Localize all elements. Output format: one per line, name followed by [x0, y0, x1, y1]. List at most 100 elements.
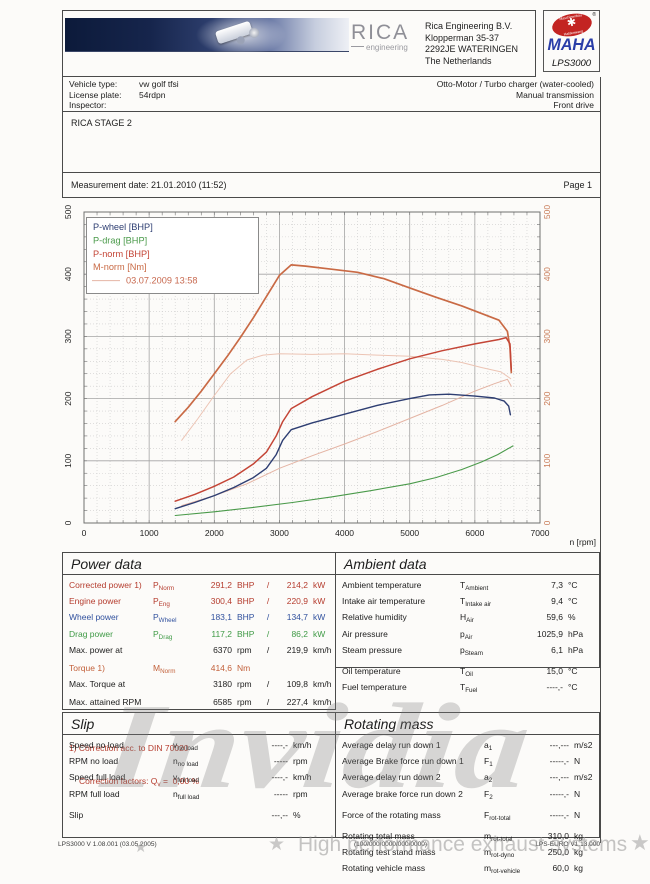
row-unit: m/s2	[574, 772, 593, 783]
row-value: -----,-	[549, 809, 569, 820]
row-value: -----,-	[549, 788, 569, 799]
row-value-1: 6585	[213, 697, 232, 708]
row-label: RPM full load	[69, 788, 120, 799]
dyno-roller-icon	[214, 20, 253, 45]
svg-text:4000: 4000	[335, 528, 354, 538]
svg-text:300: 300	[542, 329, 552, 343]
row-symbol	[173, 809, 239, 822]
row-label: Average Brake force run down 1	[342, 756, 464, 767]
row-value: 60,0	[552, 863, 569, 874]
row-unit: %	[293, 809, 301, 820]
address-line: The Netherlands	[425, 55, 492, 66]
vehicle-field-value: vw golf tfsi	[139, 79, 179, 89]
measurement-date-bar: Measurement date: 21.01.2010 (11:52) Pag…	[62, 172, 600, 198]
row-label: Ambient temperature	[342, 580, 422, 590]
row-symbol: F1	[484, 756, 493, 769]
row-unit: kg	[574, 831, 583, 842]
row-unit: °C	[568, 666, 578, 677]
ambient-data-section: Ambient data Ambient temperature TAmbien…	[336, 552, 600, 694]
power-data-section: Power data Corrected power 1) PNorm 291,…	[62, 552, 336, 788]
row-unit: °C	[568, 682, 578, 693]
maha-seal-icon: Maschinenbau ✱ Haldenwang	[550, 10, 594, 40]
row-symbol: PNorm	[153, 580, 175, 592]
svg-text:n [rpm]: n [rpm]	[570, 537, 596, 547]
power-data-row: Drag power PDrag 117,2 BHP / 86,2 kW	[69, 628, 335, 644]
svg-text:03.07.2009 13:58: 03.07.2009 13:58	[126, 276, 198, 286]
row-label: Rotating test stand mass	[342, 847, 436, 858]
row-symbol: nfull load	[173, 788, 200, 801]
stage-label: RICA STAGE 2	[71, 118, 132, 128]
chart-area: 0 1000 2000 3000 4000 5000 6000 7000 0 0 100 100 200…	[62, 198, 600, 552]
row-symbol: mrot-total	[484, 831, 513, 844]
address-line: 2292JE WATERINGEN	[425, 44, 519, 54]
row-symbol: vfull load	[173, 772, 199, 785]
address-line: Rica Engineering B.V.	[425, 21, 513, 31]
row-unit-1: rpm	[237, 697, 252, 708]
svg-text:500: 500	[542, 205, 552, 219]
svg-text:400: 400	[542, 267, 552, 281]
slip-title: Slip	[63, 713, 335, 735]
row-label: Corrected power 1)	[69, 580, 142, 590]
slip-row: RPM full load nfull load ----- rpm	[69, 788, 335, 804]
rotating-mass-row: Rotating test stand mass mrot-dyno 250,0…	[342, 846, 599, 862]
row-label: Drag power	[69, 628, 113, 639]
row-label: Engine power	[69, 596, 121, 607]
row-value: 59,6	[546, 612, 563, 623]
row-symbol: PDrag	[153, 628, 173, 641]
row-value-1: 183,1	[210, 612, 232, 623]
row-symbol	[153, 696, 197, 709]
row-value-2: 219,9	[286, 644, 308, 655]
row-separator: /	[266, 580, 270, 590]
ambient-data-row: Ambient temperature TAmbient 7,3 °C	[342, 579, 599, 595]
row-value-2: 220,9	[286, 596, 308, 607]
maha-logo-box: Maschinenbau ✱ Haldenwang ® MAHA LPS3000	[543, 10, 600, 72]
vehicle-field-label: License plate:	[69, 89, 122, 100]
row-value-2: 109,8	[286, 679, 308, 690]
row-label: RPM no load	[69, 756, 119, 767]
engine-info-line: Manual transmission	[516, 89, 594, 100]
row-symbol	[153, 644, 197, 657]
power-data-row: Corrected power 1) PNorm 291,2 BHP / 214…	[69, 579, 335, 595]
vehicle-field-row: Vehicle type: vw golf tfsi	[69, 79, 600, 90]
row-value-2: 227,4	[286, 697, 308, 708]
row-value: 7,3	[551, 580, 563, 590]
row-value: -----	[273, 788, 288, 799]
ambient-data-row: Oil temperature TOil 15,0 °C	[342, 665, 599, 681]
row-value-1: 117,2	[211, 628, 232, 639]
vehicle-field-value: 54rdpn	[139, 89, 166, 100]
header-box: RICA engineering Rica Engineering B.V. Kl…	[62, 10, 536, 77]
row-symbol: MNorm	[153, 663, 176, 676]
vehicle-field-label: Vehicle type:	[69, 79, 118, 89]
vehicle-info-box: Vehicle type: vw golf tfsi License plate…	[62, 77, 600, 112]
footer-code: (100/000/0000/000/0000)	[354, 841, 428, 848]
row-value-1: 300,4	[210, 596, 232, 607]
row-label: Max. attained RPM	[69, 697, 142, 708]
row-symbol: pSteam	[460, 644, 483, 657]
row-value-2: 86,2	[291, 628, 308, 639]
row-unit: %	[568, 612, 576, 623]
row-separator	[263, 662, 273, 678]
page-number: Page 1	[563, 180, 592, 190]
row-unit-1: BHP	[237, 628, 255, 639]
row-label: Steam pressure	[342, 644, 402, 655]
row-value: ---,---	[549, 772, 569, 783]
row-symbol: mrot-dyno	[484, 847, 515, 860]
power-data-row: Wheel power PWheel 183,1 BHP / 134,7 kW	[69, 611, 335, 627]
row-unit: rpm	[293, 788, 308, 799]
row-symbol: F2	[484, 788, 493, 801]
row-symbol: TIntake air	[460, 596, 492, 609]
rotating-mass-section: Rotating mass Average delay run down 1 a…	[336, 712, 600, 875]
row-symbol: PWheel	[153, 612, 177, 625]
row-label: Speed no load	[69, 740, 124, 750]
svg-text:3000: 3000	[270, 528, 289, 538]
svg-text:M-norm [Nm]: M-norm [Nm]	[93, 262, 147, 272]
row-unit-2: km/h	[313, 679, 332, 690]
row-label: Air pressure	[342, 628, 388, 639]
footer-lps-version: LPS-EURO V1.13.000	[535, 841, 600, 848]
rotating-mass-row: Average delay run down 1 a1 ---,--- m/s2	[342, 739, 599, 755]
row-label: Torque 1)	[69, 663, 105, 674]
correction-footnotes: 1) Correction acc. to DIN 70020 Correcti…	[63, 717, 335, 812]
svg-text:0: 0	[63, 520, 73, 525]
address-line: Klopperman 35-37	[425, 32, 500, 43]
